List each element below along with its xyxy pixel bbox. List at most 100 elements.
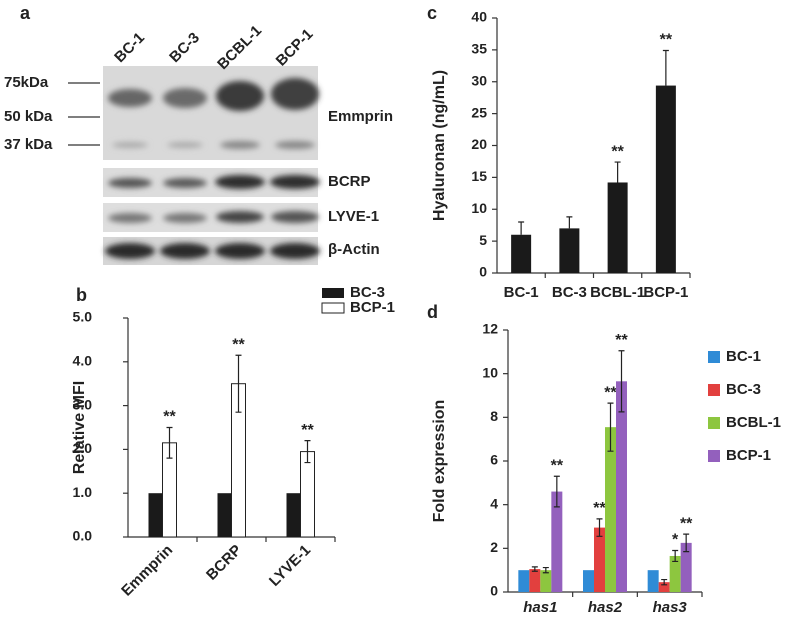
bar — [551, 491, 563, 592]
panel-label: c — [427, 3, 437, 23]
error-bar — [607, 402, 614, 452]
legend-swatch — [708, 384, 720, 396]
marker-label: 75kDa — [4, 74, 49, 91]
bar — [559, 228, 580, 273]
legend-label: BCBL-1 — [726, 414, 781, 431]
y-tick-label: 2.0 — [73, 440, 93, 456]
y-tick-label: 1.0 — [73, 484, 93, 500]
significance-label: * — [672, 532, 679, 549]
bar — [540, 570, 552, 592]
significance-label: ** — [604, 384, 617, 401]
lane-label: BC-3 — [166, 29, 203, 66]
bar — [529, 569, 541, 592]
significance-label: ** — [551, 458, 564, 475]
bar — [655, 85, 676, 273]
marker-label: 37 kDa — [4, 136, 53, 153]
legend-swatch — [708, 351, 720, 363]
lane-label: BCBL-1 — [214, 22, 265, 73]
error-bar — [235, 354, 242, 413]
significance-label: ** — [163, 409, 176, 426]
error-bar — [596, 518, 603, 537]
significance-label: ** — [660, 32, 673, 49]
western-blot: a BC-1 BC-3 BCB — [4, 3, 393, 265]
lane-label: BC-1 — [111, 29, 148, 66]
x-tick-label: BCBL-1 — [590, 284, 645, 301]
y-tick-label: 20 — [471, 136, 487, 152]
y-tick-label: 0 — [479, 264, 487, 280]
bar — [607, 182, 628, 273]
legend-swatch — [321, 302, 345, 314]
error-bar — [618, 350, 625, 413]
bar — [518, 570, 530, 592]
significance-label: ** — [232, 336, 245, 353]
marker-label: 50 kDa — [4, 108, 53, 125]
legend-label: BCP-1 — [726, 447, 771, 464]
y-tick-label: 12 — [482, 321, 498, 337]
y-tick-label: 35 — [471, 41, 487, 57]
y-tick-label: 8 — [490, 408, 498, 424]
bar — [616, 381, 627, 592]
error-bar — [661, 578, 668, 586]
bar — [647, 570, 659, 592]
x-tick-label: BCP-1 — [643, 284, 688, 301]
error-bar — [518, 221, 525, 235]
bar — [583, 570, 594, 592]
error-bar — [531, 566, 538, 572]
band-label: LYVE-1 — [328, 208, 379, 225]
legend-swatch — [708, 417, 720, 429]
legend-swatch — [708, 450, 720, 462]
error-bar — [662, 49, 669, 86]
bar — [148, 493, 163, 537]
bar — [680, 542, 692, 592]
band-label: Emmprin — [328, 108, 393, 125]
error-bar — [304, 440, 311, 464]
y-axis-label: Hyaluronan (ng/mL) — [431, 70, 448, 221]
x-tick-label: BC-1 — [504, 284, 539, 301]
legend-label: BC-3 — [350, 284, 385, 301]
y-tick-label: 4 — [490, 495, 498, 511]
y-tick-label: 25 — [471, 104, 487, 120]
y-tick-label: 4.0 — [73, 353, 93, 369]
legend-swatch — [322, 288, 344, 298]
blot-bands — [105, 78, 320, 259]
significance-label: ** — [680, 515, 693, 532]
x-tick-label: Emmprin — [118, 542, 176, 600]
legend-label: BCP-1 — [350, 299, 395, 316]
error-bar — [542, 566, 549, 574]
bar — [511, 234, 532, 273]
y-tick-label: 10 — [471, 200, 487, 216]
y-tick-label: 5.0 — [73, 309, 93, 325]
significance-label: ** — [301, 422, 314, 439]
y-tick-label: 2 — [490, 539, 498, 555]
legend-label: BC-1 — [726, 348, 761, 365]
x-tick-label: LYVE-1 — [266, 542, 314, 590]
error-bar — [683, 533, 690, 553]
significance-label: ** — [611, 143, 624, 160]
bar — [217, 493, 232, 537]
error-bar — [566, 216, 573, 229]
x-tick-label: has2 — [588, 599, 623, 616]
panel-label: a — [20, 3, 31, 23]
y-tick-label: 15 — [471, 168, 487, 184]
error-bar — [672, 549, 679, 563]
error-bar — [166, 426, 173, 459]
y-tick-label: 0.0 — [73, 528, 93, 544]
y-axis-label: Relative MFI — [71, 381, 88, 474]
significance-label: ** — [615, 332, 628, 349]
x-tick-label: has3 — [653, 599, 688, 616]
x-tick-label: has1 — [523, 599, 557, 616]
bar — [594, 527, 605, 592]
y-axis-label: Fold expression — [431, 400, 448, 523]
bar — [669, 555, 681, 592]
panel-label: b — [76, 285, 87, 305]
y-tick-label: 10 — [482, 364, 498, 380]
bar — [605, 427, 616, 592]
legend-label: BC-3 — [726, 381, 761, 398]
bar — [658, 582, 670, 592]
x-tick-label: BCRP — [203, 542, 245, 584]
y-tick-label: 30 — [471, 72, 487, 88]
bar — [300, 451, 315, 538]
bar — [286, 493, 301, 537]
y-tick-label: 3.0 — [73, 396, 93, 412]
band-label: BCRP — [328, 173, 371, 190]
